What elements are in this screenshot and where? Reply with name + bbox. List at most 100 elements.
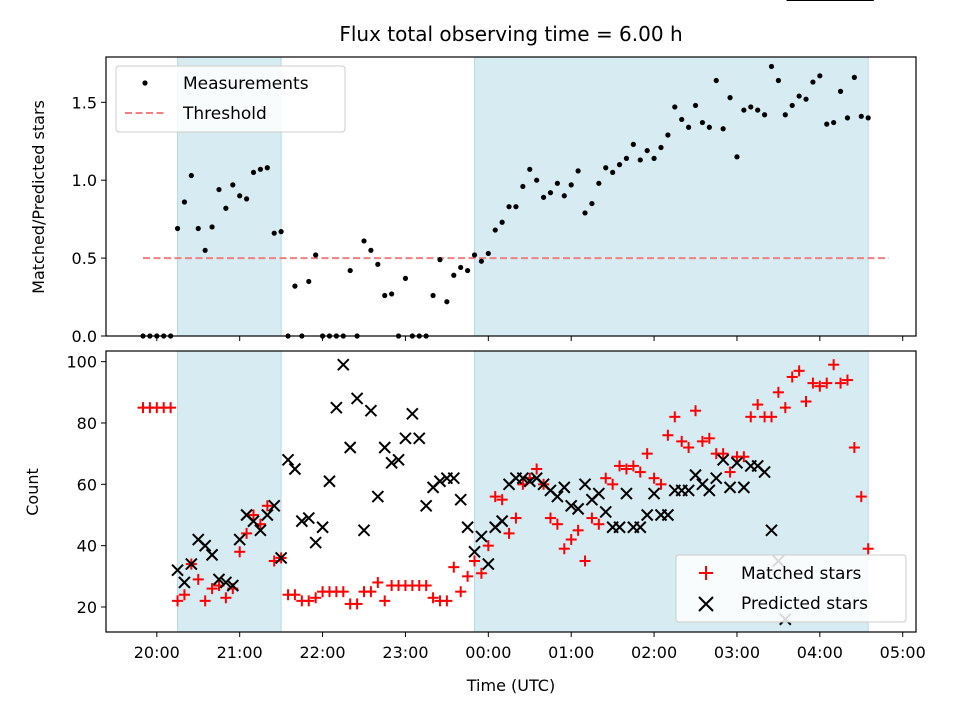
measurement-point <box>630 141 636 147</box>
measurement-point <box>230 182 236 188</box>
measurement-point <box>810 79 816 85</box>
predicted-star-point <box>454 493 467 506</box>
matched-star-point <box>641 448 653 460</box>
matched-star-point <box>614 460 626 472</box>
bottom-legend: Matched stars Predicted stars <box>675 554 907 623</box>
measurement-point <box>761 112 768 118</box>
predicted-star-point <box>357 524 371 537</box>
matched-star-point <box>303 595 315 607</box>
top-legend-box <box>115 65 346 133</box>
measurement-point <box>824 121 830 127</box>
matched-star-point <box>703 432 715 444</box>
bottom-y-ticks: 20 40 60 80 100 <box>66 353 106 617</box>
predicted-star-point <box>413 432 426 445</box>
predicted-star-point <box>281 453 295 466</box>
measurement-point <box>216 186 222 193</box>
matched-star-point <box>620 463 632 475</box>
predicted-star-point <box>171 563 184 577</box>
matched-star-point <box>427 592 439 604</box>
measurement-point <box>706 124 712 130</box>
matched-star-point <box>814 380 826 392</box>
measurement-point <box>223 205 229 211</box>
measurement-point <box>209 224 215 230</box>
matched-star-point <box>627 460 639 472</box>
measurement-point <box>174 225 181 232</box>
measurement-point <box>582 210 588 216</box>
measurement-point <box>561 193 567 199</box>
predicted-star-point <box>371 490 385 503</box>
measurement-point <box>768 63 775 70</box>
matched-star-point <box>510 512 522 524</box>
measurement-point <box>651 155 657 161</box>
matched-star-point <box>738 451 750 463</box>
measurement-point <box>430 292 436 299</box>
top-plot-frame <box>105 56 917 337</box>
predicted-star-point <box>551 490 564 503</box>
measurement-point <box>803 96 809 102</box>
x-tick-label: 03:00 <box>714 643 760 662</box>
predicted-star-point <box>613 521 626 534</box>
bottom-y-tick-label: 20 <box>77 598 97 617</box>
matched-star-point <box>717 448 729 460</box>
measurement-point <box>672 104 678 110</box>
measurement-point <box>540 194 547 200</box>
x-tick-label: 01:00 <box>548 643 594 662</box>
predicted-star-point <box>723 481 737 494</box>
predicted-star-point <box>198 539 212 552</box>
measurement-point <box>181 199 188 205</box>
measurement-point <box>451 272 457 278</box>
predicted-star-point <box>730 456 744 470</box>
matched-star-point <box>676 435 688 447</box>
matched-star-point <box>828 359 840 371</box>
measurement-point <box>844 115 851 121</box>
bottom-legend-box <box>675 554 907 623</box>
predicted-star-point <box>212 573 226 586</box>
measurement-point <box>637 157 643 163</box>
measurement-point <box>658 144 664 151</box>
matched-star-point <box>372 576 384 588</box>
measurement-point <box>237 193 243 199</box>
predicted-star-point <box>399 432 412 445</box>
x-tick-label: 02:00 <box>631 643 677 662</box>
matched-star-point <box>544 512 556 524</box>
predicted-star-point <box>737 481 751 494</box>
predicted-star-point <box>682 484 695 497</box>
x-tick-label: 05:00 <box>880 643 926 662</box>
measurement-point <box>644 147 650 154</box>
matched-star-point <box>634 466 646 478</box>
measurement-point <box>741 107 747 113</box>
measurement-point <box>202 247 208 253</box>
legend-marker-measurements <box>142 80 148 86</box>
shaded-interval <box>474 56 869 337</box>
matched-star-point <box>310 592 322 604</box>
measurement-point <box>679 116 685 123</box>
top-y-tick-label: 0.5 <box>72 249 97 268</box>
predicted-star-point <box>364 404 378 417</box>
matched-star-point <box>669 411 681 423</box>
predicted-star-point <box>647 487 661 500</box>
predicted-star-point <box>302 511 315 525</box>
predicted-star-point <box>288 462 302 476</box>
matched-star-point <box>503 527 515 539</box>
matched-star-point <box>662 429 674 441</box>
legend-label-predicted: Predicted stars <box>741 594 868 614</box>
predicted-star-point <box>330 401 343 414</box>
predicted-star-point <box>523 475 536 488</box>
matched-star-point <box>607 478 619 490</box>
matched-star-point <box>724 466 736 478</box>
measurement-point <box>292 283 298 289</box>
matched-star-point <box>192 573 204 585</box>
measurement-point <box>568 182 574 188</box>
bottom-y-tick-label: 100 <box>66 353 97 372</box>
x-tick-label: 21:00 <box>217 643 263 662</box>
matched-star-point <box>199 595 211 607</box>
measurement-point <box>865 115 871 121</box>
predicted-star-point <box>309 536 322 549</box>
measurement-point <box>513 204 519 210</box>
predicted-star-point <box>461 521 474 534</box>
measurement-point <box>831 119 837 126</box>
matched-star-point <box>696 435 708 447</box>
matched-star-point <box>683 442 695 454</box>
measurement-point <box>243 196 250 202</box>
matched-star-point <box>600 472 612 484</box>
